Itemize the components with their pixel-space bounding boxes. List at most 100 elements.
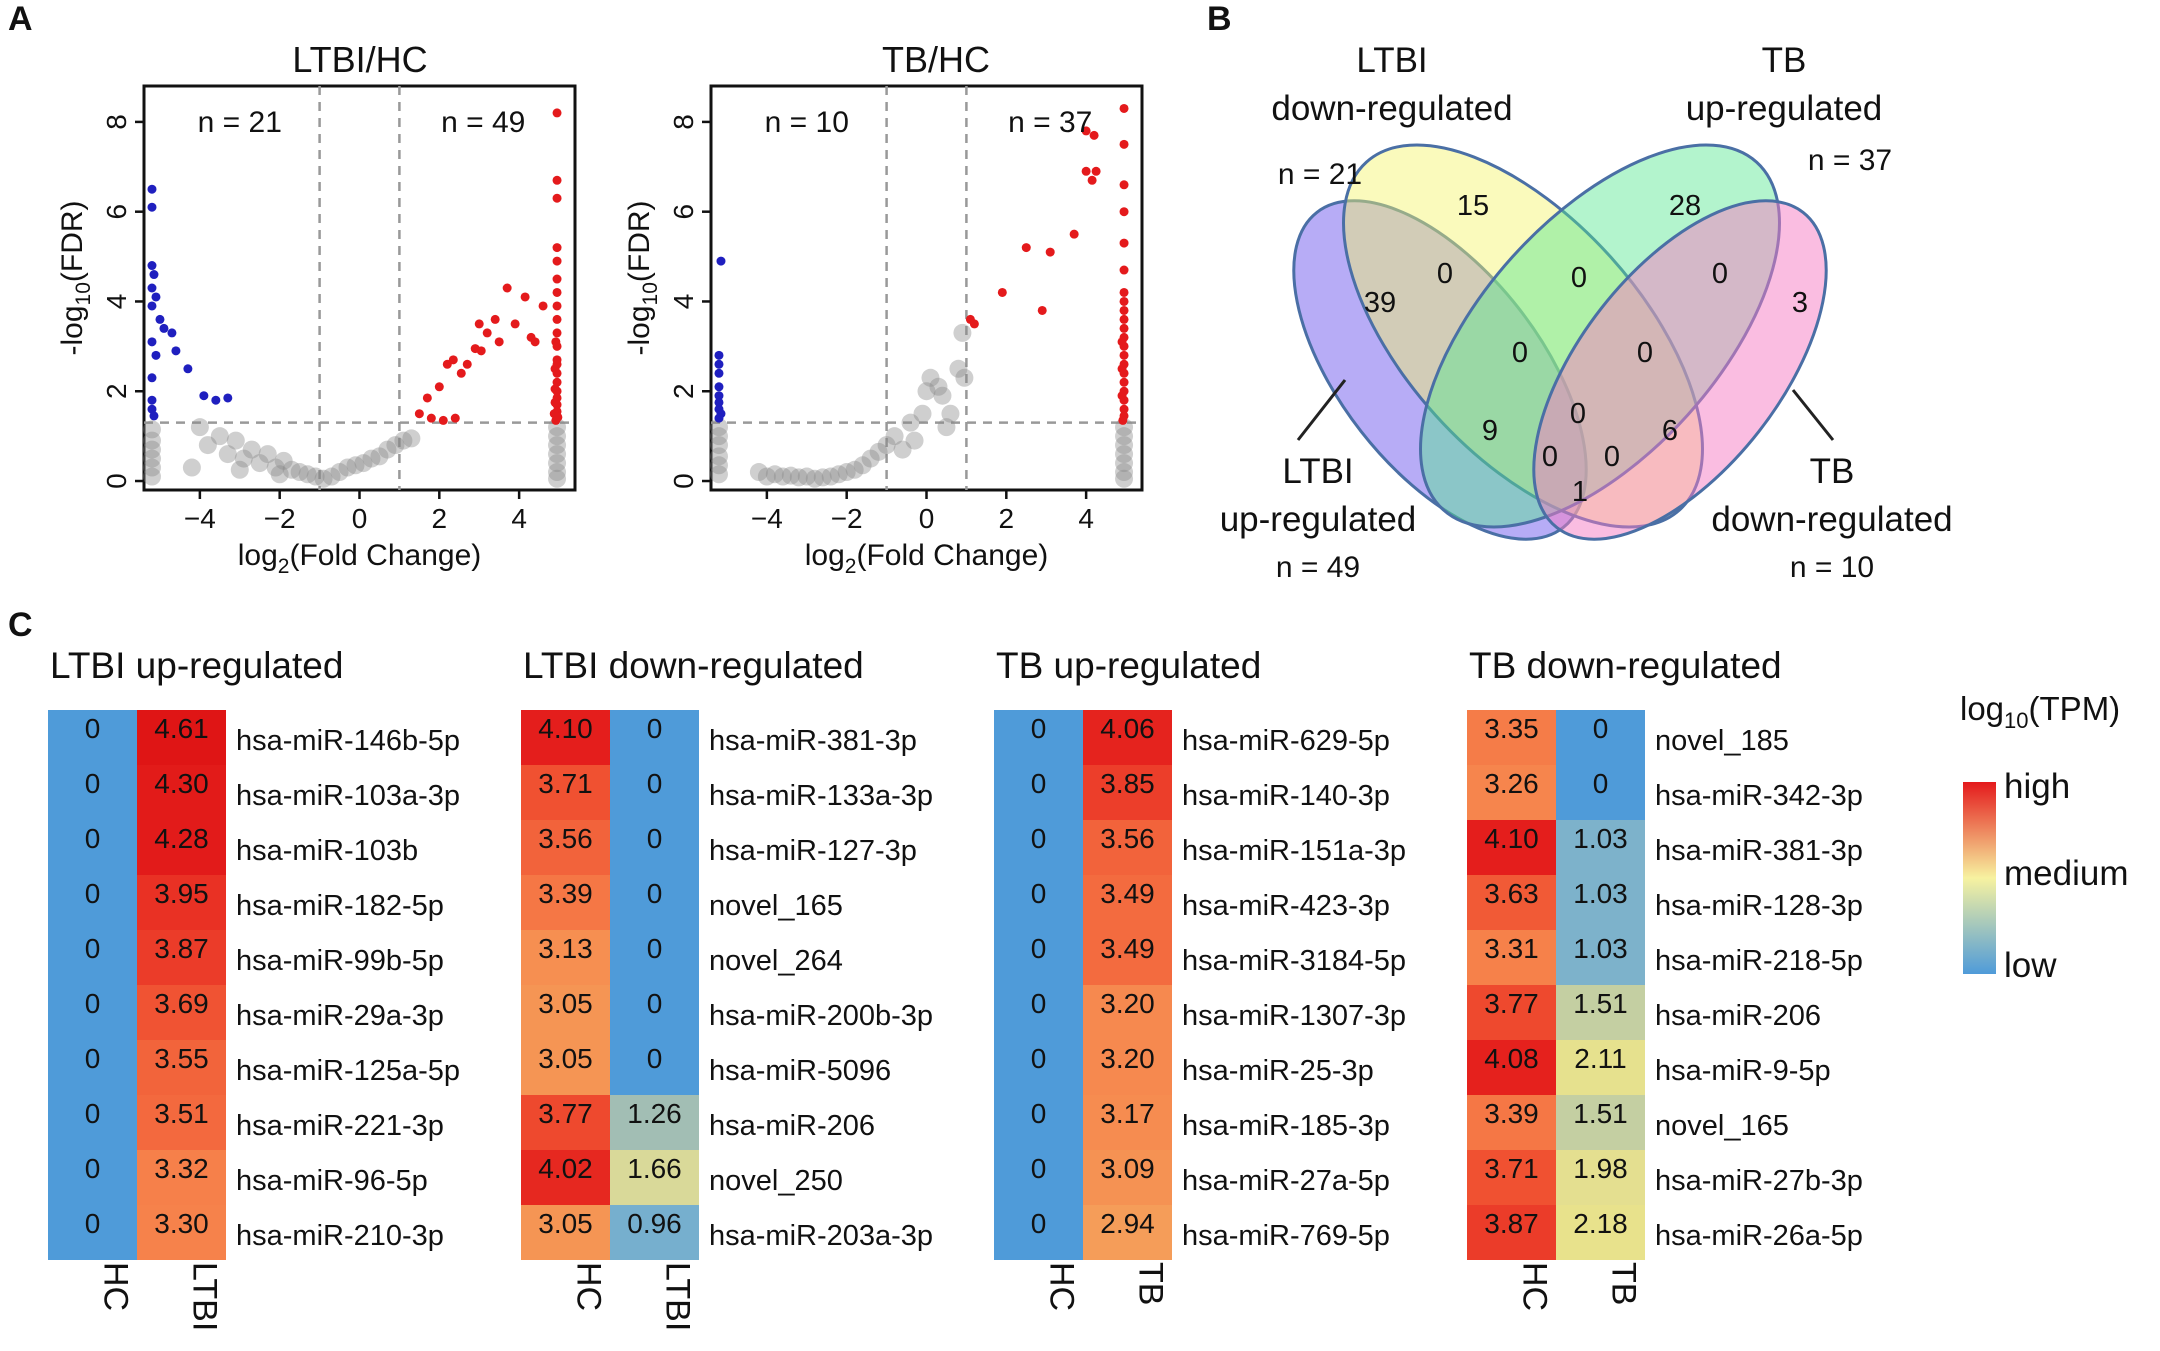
point-not-significant [953, 323, 972, 342]
point-up-regulated [552, 243, 562, 253]
heatmap-cell [48, 710, 137, 765]
heatmap-cell-value: 0 [1031, 878, 1047, 909]
heatmap-cell [1083, 1205, 1172, 1260]
heatmap-column-label: HC [97, 1262, 135, 1311]
y-tick-label: 4 [668, 294, 699, 310]
heatmap-3: TB up-regulated 0 4.06 hsa-miR-629-5p 0 3.85 h… [994, 645, 1406, 1311]
heatmap-cell [1467, 1150, 1556, 1205]
heatmap-cell [1467, 1095, 1556, 1150]
heatmap-row-label: hsa-miR-218-5p [1655, 945, 1863, 977]
heatmap-row-label: hsa-miR-151a-3p [1182, 835, 1406, 867]
point-not-significant [921, 368, 940, 387]
heatmap-cell [1467, 875, 1556, 930]
heatmap-cell-value: 4.02 [538, 1153, 593, 1184]
venn-count-ltbi-down-only: 15 [1457, 190, 1489, 222]
point-up-regulated [552, 193, 562, 203]
point-down-regulated [155, 314, 165, 324]
point-not-significant [877, 436, 896, 455]
point-up-regulated [1118, 415, 1128, 425]
heatmap-cell-value: 3.87 [154, 933, 209, 964]
heatmap-row-label: hsa-miR-206 [1655, 1000, 1821, 1032]
point-not-significant [1115, 445, 1134, 464]
heatmap-row-label: hsa-miR-96-5p [236, 1165, 428, 1197]
point-up-regulated [1119, 265, 1129, 275]
point-up-regulated [1119, 207, 1129, 217]
point-up-regulated [1037, 305, 1047, 315]
x-tick-label: 0 [352, 503, 368, 534]
point-up-regulated [552, 256, 562, 266]
heatmap-cell-value: 0 [647, 1043, 663, 1074]
heatmap-cell [994, 1150, 1083, 1205]
volcano-title: LTBI/HC [292, 39, 427, 80]
count-down: n = 21 [198, 106, 282, 139]
heatmap-cell [1556, 1205, 1645, 1260]
point-up-regulated [552, 301, 562, 311]
point-not-significant [781, 466, 800, 485]
point-up-regulated [1069, 229, 1079, 239]
venn-count-ltbidown-tbup: 0 [1571, 262, 1587, 294]
point-not-significant [709, 465, 728, 484]
heatmap-cell [1083, 710, 1172, 765]
heatmap-row-label: novel_264 [709, 945, 843, 977]
heatmap-cell [610, 1095, 699, 1150]
heatmap-cell-value: 1.66 [627, 1153, 682, 1184]
venn-label-ltbi-up-2: up-regulated [1220, 500, 1417, 539]
venn-n-ltbi-up: n = 49 [1276, 551, 1360, 584]
heatmap-column-label: HC [1516, 1262, 1554, 1311]
heatmap-title: TB up-regulated [996, 645, 1261, 686]
heatmap-cell [137, 1150, 226, 1205]
heatmap-cell-value: 0 [1593, 713, 1609, 744]
volcano-plot-tb-hc: TB/HC n = 10 n = 37 −4 −2 0 2 4 0 2 4 6 8 log2(Fold C… [623, 39, 1144, 578]
heatmap-row-label: hsa-miR-182-5p [236, 890, 444, 922]
heatmap-row-label: hsa-miR-1307-3p [1182, 1000, 1406, 1032]
point-not-significant [142, 431, 161, 450]
heatmap-cell [610, 1150, 699, 1205]
heatmap-cell-value: 3.49 [1100, 933, 1155, 964]
y-tick-label: 6 [668, 204, 699, 220]
heatmap-cell-value: 3.30 [154, 1208, 209, 1239]
point-not-significant [1115, 427, 1134, 446]
heatmap-cell [994, 930, 1083, 985]
point-down-regulated [714, 382, 724, 392]
point-up-regulated [422, 393, 432, 403]
point-up-regulated [1119, 103, 1129, 113]
heatmap-cell [48, 930, 137, 985]
heatmap-row-label: hsa-miR-146b-5p [236, 725, 460, 757]
point-up-regulated [1119, 180, 1129, 190]
heatmap-cell-value: 3.20 [1100, 988, 1155, 1019]
heatmap-row-label: hsa-miR-9-5p [1655, 1055, 1831, 1087]
heatmap-row-label: hsa-miR-629-5p [1182, 725, 1390, 757]
point-down-regulated [147, 301, 157, 311]
point-not-significant [330, 463, 349, 482]
point-not-significant [354, 454, 373, 473]
heatmap-cell [1467, 930, 1556, 985]
volcano-title: TB/HC [882, 39, 990, 80]
x-tick-label: 0 [919, 503, 935, 534]
heatmap-cell [521, 710, 610, 765]
heatmap-cell-value: 1.03 [1573, 823, 1628, 854]
point-up-regulated [1117, 364, 1127, 374]
point-not-significant [749, 463, 768, 482]
heatmap-cell [137, 765, 226, 820]
point-up-regulated [552, 108, 562, 118]
heatmap-row-label: hsa-miR-206 [709, 1110, 875, 1142]
point-up-regulated [502, 283, 512, 293]
venn-label-ltbi-down-1: LTBI [1356, 41, 1427, 80]
count-up: n = 37 [1008, 106, 1092, 139]
heatmap-cell [994, 765, 1083, 820]
point-up-regulated [552, 274, 562, 284]
color-legend: log10(TPM) high medium low [1960, 690, 2128, 985]
venn-label-ltbi-up-1: LTBI [1282, 452, 1353, 491]
point-down-regulated [151, 292, 161, 302]
heatmap-cell-value: 0 [85, 1043, 101, 1074]
panel-letter-a: A [8, 0, 33, 38]
heatmap-cell-value: 3.56 [538, 823, 593, 854]
heatmap-row-label: hsa-miR-3184-5p [1182, 945, 1406, 977]
heatmap-cell [1467, 1205, 1556, 1260]
point-down-regulated [147, 202, 157, 212]
point-not-significant [282, 460, 301, 479]
point-down-regulated [714, 391, 724, 401]
point-down-regulated [149, 411, 159, 421]
venn-count-ltbidown-tbdown: 6 [1662, 415, 1678, 447]
heatmap-cell [610, 1040, 699, 1095]
